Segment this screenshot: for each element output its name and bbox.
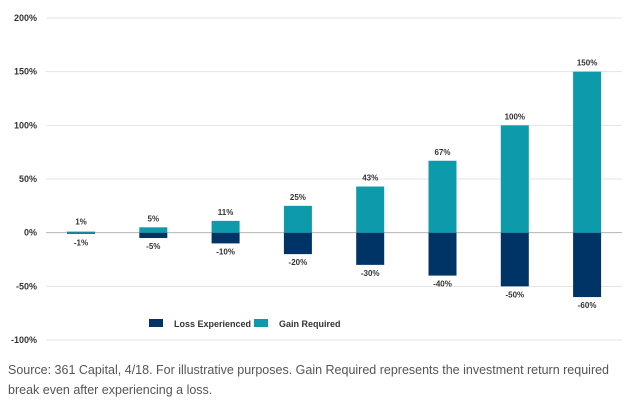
y-tick-label: 0%: [24, 228, 37, 238]
y-axis-ticks: 200% 150% 100% 50% 0% -50% -100%: [11, 13, 37, 345]
legend: Loss Experienced Gain Required: [149, 319, 341, 329]
data-label-gain-required: 11%: [218, 208, 234, 217]
bar-gain-required: [211, 220, 240, 233]
bar-gain-required: [573, 71, 602, 233]
bar-gain-required: [139, 227, 168, 233]
data-labels: 1% -1% 5% -5% 11% -10% 25% -20% 43% -30% 67% -40% 10…: [74, 59, 597, 310]
y-tick-label: -100%: [11, 335, 37, 345]
data-label-gain-required: 100%: [505, 112, 525, 121]
y-tick-label: 200%: [14, 13, 37, 23]
bar-loss-experienced: [573, 232, 602, 298]
data-label-gain-required: 1%: [75, 218, 87, 227]
bar-gain-required: [500, 125, 529, 233]
y-tick-label: 100%: [14, 120, 37, 130]
y-tick-label: 50%: [19, 174, 37, 184]
bar-loss-experienced: [139, 232, 168, 239]
data-label-loss-experienced: -10%: [216, 247, 235, 256]
data-label-loss-experienced: -20%: [289, 258, 308, 267]
source-note: Source: 361 Capital, 4/18. For illustrat…: [8, 363, 610, 397]
data-label-gain-required: 67%: [434, 148, 450, 157]
data-label-gain-required: 25%: [290, 193, 306, 202]
bar-gain-required: [356, 186, 385, 233]
bar-loss-experienced: [428, 232, 457, 276]
bar-chart: 200% 150% 100% 50% 0% -50% -100% 1% -1% 5% -5% 11%…: [11, 13, 622, 345]
legend-label-loss-experienced: Loss Experienced: [174, 319, 251, 329]
bars: [67, 71, 602, 298]
data-label-gain-required: 150%: [577, 59, 597, 68]
data-label-loss-experienced: -40%: [433, 280, 452, 289]
data-label-gain-required: 5%: [148, 214, 160, 223]
bar-loss-experienced: [500, 232, 529, 287]
data-label-loss-experienced: -50%: [505, 290, 524, 299]
legend-swatch-loss-experienced: [149, 319, 163, 327]
bar-loss-experienced: [211, 232, 240, 244]
bar-loss-experienced: [356, 232, 385, 265]
y-tick-label: -50%: [16, 281, 37, 291]
chart-area: 200% 150% 100% 50% 0% -50% -100% 1% -1% 5% -5% 11%…: [11, 13, 622, 345]
data-label-gain-required: 43%: [362, 174, 378, 183]
bar-loss-experienced: [283, 232, 312, 255]
bar-gain-required: [283, 205, 312, 233]
legend-swatch-gain-required: [254, 319, 268, 327]
y-tick-label: 150%: [14, 67, 37, 77]
data-label-loss-experienced: -30%: [361, 269, 380, 278]
data-label-loss-experienced: -1%: [74, 239, 88, 248]
data-label-loss-experienced: -60%: [578, 301, 597, 310]
bar-loss-experienced: [67, 232, 95, 234]
data-label-loss-experienced: -5%: [146, 242, 160, 251]
legend-label-gain-required: Gain Required: [279, 319, 341, 329]
bar-gain-required: [428, 160, 457, 233]
gridlines: [46, 17, 622, 341]
bar-gain-required: [67, 231, 95, 233]
